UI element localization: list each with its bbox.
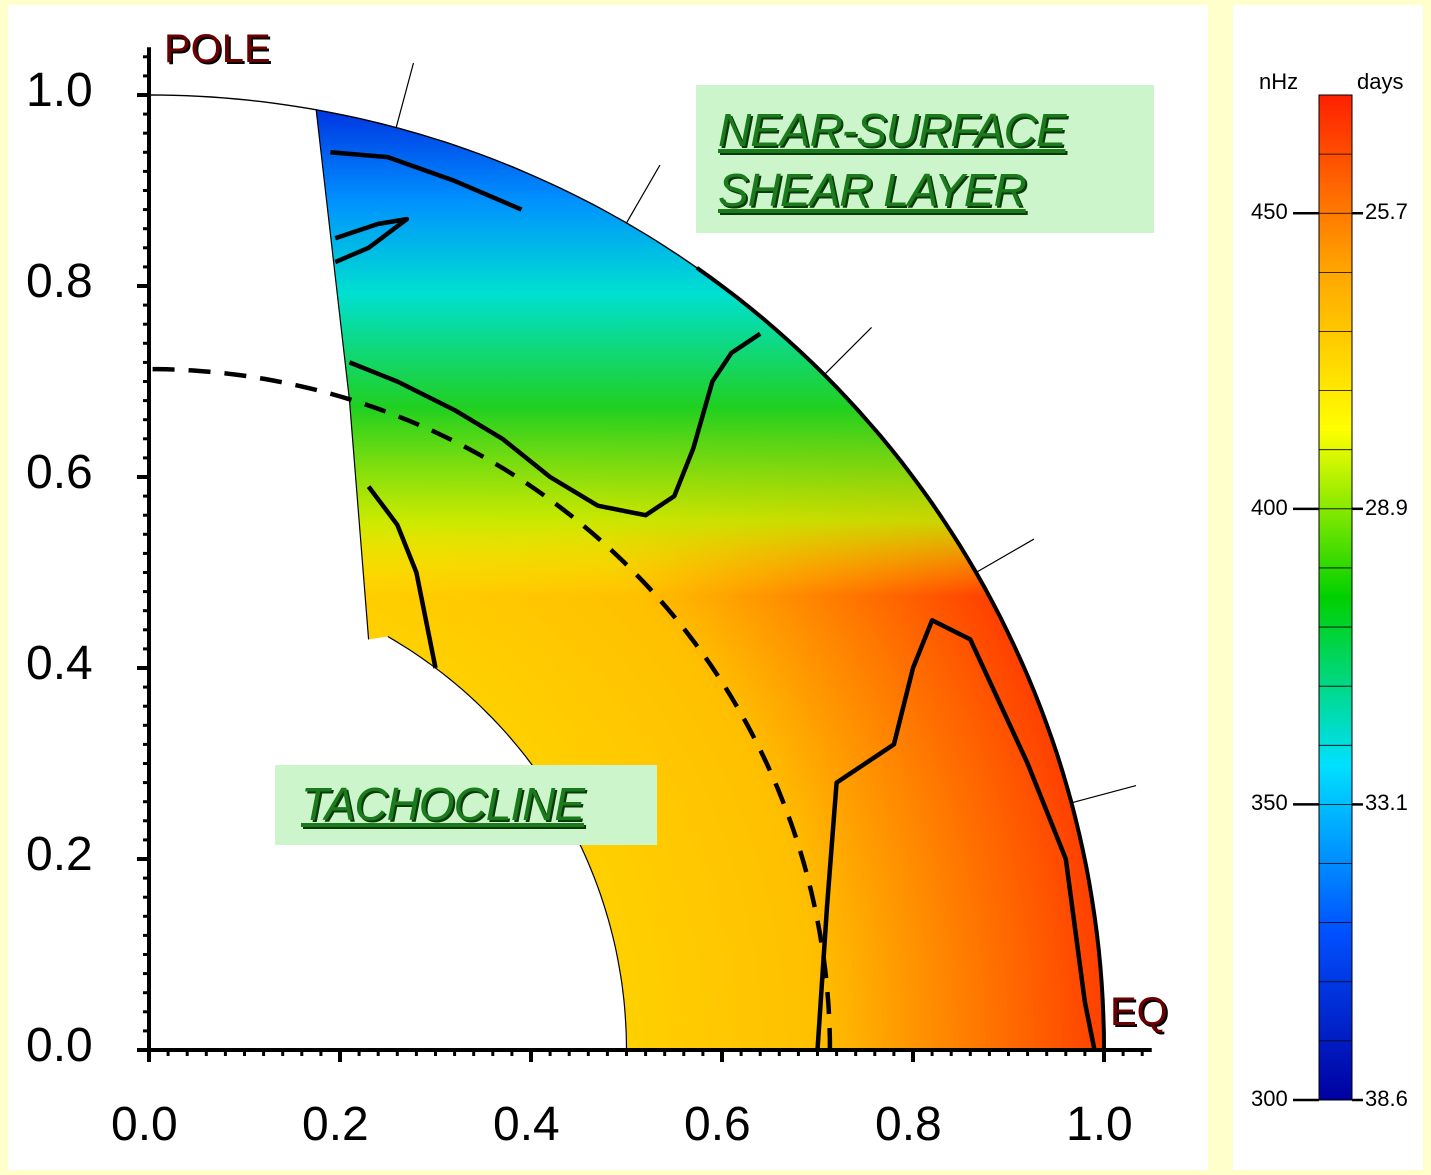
tachocline-annotation: TACHOCLINE — [275, 765, 657, 845]
x-tick-label: 0.0 — [111, 1098, 178, 1151]
colorbar-days-label: 28.9 — [1365, 494, 1408, 520]
colorbar-days-label: 25.7 — [1365, 199, 1408, 225]
y-tick-label: 0.8 — [26, 255, 93, 308]
x-tick-label: 0.4 — [493, 1098, 560, 1151]
latitude-tick-30 — [975, 538, 1035, 574]
latitude-tick-15 — [1071, 784, 1137, 804]
tachocline-label: TACHOCLINE — [301, 778, 585, 830]
shear-layer-line2: SHEAR LAYER — [718, 164, 1027, 216]
y-tick-label: 0.6 — [26, 446, 93, 499]
plot-panel: POLE EQ NEAR-SURFACE SHEAR LAYER TACHOCL… — [8, 5, 1208, 1170]
latitude-tick-60 — [625, 164, 661, 224]
colorbar-ticks — [1293, 94, 1363, 1102]
colorbar-gradient — [1318, 94, 1353, 1101]
colorbar-days-label: 33.1 — [1365, 790, 1408, 816]
colorbar-nhz-label: 300 — [1251, 1086, 1288, 1111]
surface-boundary-thick — [695, 266, 1106, 1051]
shear-layer-annotation: NEAR-SURFACE SHEAR LAYER — [696, 85, 1154, 233]
contour-340nHz — [330, 150, 523, 212]
latitude-tick-45 — [823, 327, 872, 376]
colorbar-days-label: 38.6 — [1365, 1086, 1408, 1111]
colorbar-left-unit: nHz — [1259, 69, 1299, 94]
y-tick-label: 1.0 — [26, 64, 93, 117]
plot-axes — [137, 47, 1152, 1062]
equator-label: EQ — [1110, 990, 1168, 1034]
colorbar-right-unit: days — [1357, 69, 1404, 94]
y-tick-label: 0.0 — [26, 1019, 93, 1072]
colorbar-nhz-label: 400 — [1251, 494, 1288, 520]
pole-label: POLE — [164, 27, 271, 71]
rotation-profile-plot — [137, 47, 1152, 1062]
x-tick-label: 1.0 — [1066, 1098, 1133, 1151]
x-tick-label: 0.8 — [875, 1098, 942, 1151]
x-tick-label: 0.2 — [302, 1098, 369, 1151]
contour-450nHz — [366, 485, 438, 669]
y-tick-label: 0.2 — [26, 828, 93, 881]
latitude-tick-75 — [395, 62, 415, 128]
colorbar-panel: nHz days 450 25.7 400 28.9 350 33.1 300 38.6 — [1233, 5, 1423, 1170]
x-tick-label: 0.6 — [684, 1098, 751, 1151]
colorbar-nhz-label: 350 — [1251, 790, 1288, 816]
y-tick-label: 0.4 — [26, 637, 93, 690]
contour-350nHz — [334, 216, 410, 265]
shear-layer-line1: NEAR-SURFACE — [718, 104, 1067, 156]
contour-400nHz — [348, 331, 762, 518]
rotation-contours — [330, 150, 1097, 1051]
colorbar-nhz-label: 450 — [1251, 199, 1288, 225]
contour-450nHz — [815, 618, 1097, 1051]
colorbar — [1293, 94, 1363, 1102]
